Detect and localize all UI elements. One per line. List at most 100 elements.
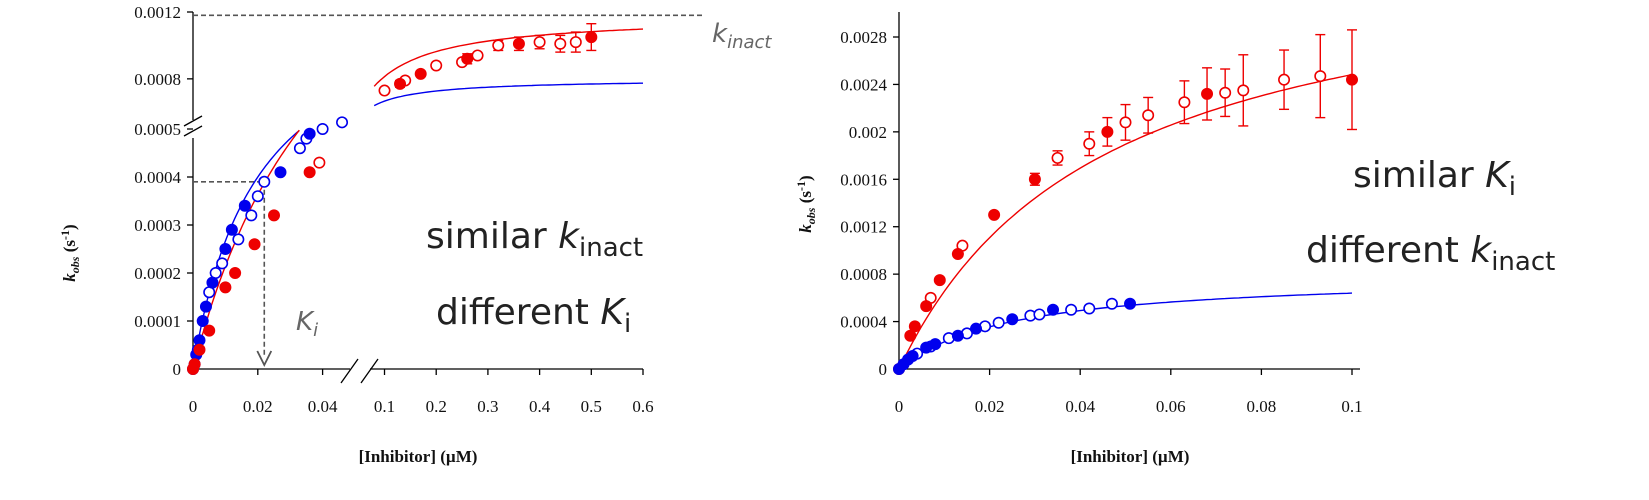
left-open-point: [293, 142, 306, 155]
right-filled-point: [904, 329, 917, 342]
left-y-axis-break-mark: [183, 125, 203, 137]
right-open-point: [1237, 84, 1250, 97]
right-filled-point: [1006, 313, 1019, 326]
left-filled-point: [203, 324, 216, 337]
left-filled-point: [274, 166, 287, 179]
right-filled-point: [988, 208, 1001, 221]
left-open-point: [216, 257, 229, 270]
right-x-tick-label: 0.04: [1065, 397, 1095, 416]
right-y-tick-label: 0.0008: [840, 265, 887, 284]
right-chart: 0 0.0004 0.0008 0.0012 0.0016 0.002 0.0024 0.00…: [794, 12, 1555, 466]
left-filled-point: [238, 199, 251, 212]
right-open-point: [1119, 116, 1132, 129]
left-y-tick-label: 0.0008: [134, 70, 181, 89]
left-x-axis-break-mark: [360, 358, 379, 384]
right-filled-point: [929, 338, 942, 351]
right-x-tick-label: 0.08: [1247, 397, 1277, 416]
left-x-tick-label: 0.4: [529, 397, 551, 416]
left-filled-point: [414, 67, 427, 80]
kinact-label: kinact: [712, 19, 772, 53]
left-x-axis-break-mark: [340, 358, 359, 384]
left-y-tick-label: 0.0002: [134, 264, 181, 283]
left-y-tick-label: 0.0004: [134, 168, 181, 187]
left-open-point: [492, 39, 505, 52]
right-y-tick-label: 0.0024: [840, 75, 887, 94]
left-data-points: [187, 31, 598, 375]
right-y-tick-label: 0.0028: [840, 28, 887, 47]
ki-arrow-head: [256, 350, 273, 368]
left-x-tick-label: 0.2: [426, 397, 447, 416]
left-x-tick-label: 0.1: [374, 397, 395, 416]
left-filled-point: [268, 209, 280, 222]
left-chart: 0 0.0001 0.0002 0.0003 0.0004 0.0005 0.0008 0.0…: [58, 3, 772, 466]
right-filled-point: [1346, 73, 1358, 86]
right-filled-point: [908, 320, 921, 333]
right-filled-point: [1028, 173, 1041, 186]
right-open-point: [1278, 73, 1291, 86]
left-filled-point: [206, 276, 219, 289]
left-open-point: [232, 233, 245, 246]
left-y-tick-label: 0.0003: [134, 216, 181, 235]
left-open-point: [251, 190, 264, 203]
left-filled-point: [512, 37, 525, 50]
left-fit-curve: [373, 82, 643, 107]
left-filled-point: [394, 77, 407, 90]
left-filled-point: [585, 31, 598, 44]
right-open-point: [1083, 302, 1096, 315]
right-annotation-line2: different kinact: [1306, 230, 1555, 277]
left-reference-lines: [193, 14, 705, 368]
right-filled-point: [1101, 125, 1114, 138]
left-filled-point: [461, 52, 474, 65]
right-filled-point: [951, 329, 964, 342]
left-annotation-line2: different Ki: [436, 292, 631, 339]
left-axes: 0 0.0001 0.0002 0.0003 0.0004 0.0005 0.0008 0.0…: [134, 3, 653, 416]
left-x-tick-label: 0.6: [632, 397, 653, 416]
left-y-tick-label: 0.0005: [134, 120, 181, 139]
left-open-point: [471, 49, 484, 62]
left-filled-point: [219, 243, 232, 255]
left-x-tick-label: 0: [189, 397, 198, 416]
left-filled-point: [196, 315, 209, 327]
left-x-tick-label: 0.3: [477, 397, 498, 416]
left-filled-point: [188, 358, 201, 371]
right-x-axis-label: [Inhibitor] (µM): [1071, 447, 1190, 466]
right-y-tick-label: 0.0016: [840, 170, 887, 189]
right-open-point: [1105, 297, 1118, 310]
right-x-tick-label: 0: [895, 397, 904, 416]
right-filled-point: [906, 349, 919, 362]
right-y-tick-label: 0: [879, 360, 888, 379]
right-open-point: [1033, 308, 1046, 321]
right-open-point: [1065, 303, 1078, 316]
left-filled-point: [303, 166, 316, 179]
left-x-tick-label: 0.04: [308, 397, 338, 416]
left-open-point: [378, 84, 391, 97]
right-y-tick-label: 0.002: [849, 123, 887, 142]
left-y-tick-label: 0.0012: [134, 3, 181, 22]
right-x-tick-label: 0.06: [1156, 397, 1186, 416]
left-filled-point: [248, 238, 261, 251]
left-open-point: [336, 116, 349, 129]
left-filled-point: [303, 127, 316, 140]
right-error-bars: [1029, 29, 1357, 186]
left-annotation-line1: similar kinact: [426, 216, 643, 263]
right-y-axis-label: kobs (s-1): [794, 175, 818, 232]
right-filled-point: [1201, 87, 1214, 100]
left-y-tick-label: 0: [173, 360, 182, 379]
left-fit-curve: [373, 28, 644, 87]
right-annotation-line1: similar Ki: [1353, 155, 1516, 202]
right-open-point: [992, 316, 1005, 329]
right-fit-curve: [898, 73, 1353, 370]
left-open-point: [430, 59, 443, 72]
left-open-point: [313, 156, 326, 169]
left-filled-point: [229, 267, 242, 279]
left-open-point: [554, 37, 567, 50]
left-x-tick-label: 0.5: [581, 397, 602, 416]
right-filled-point: [933, 274, 946, 287]
left-y-axis-break-mark: [183, 115, 203, 127]
right-filled-point: [1124, 297, 1137, 310]
left-filled-point: [199, 300, 212, 313]
ki-label: Ki: [296, 307, 318, 341]
right-open-point: [1142, 109, 1155, 122]
right-open-point: [1083, 137, 1096, 150]
